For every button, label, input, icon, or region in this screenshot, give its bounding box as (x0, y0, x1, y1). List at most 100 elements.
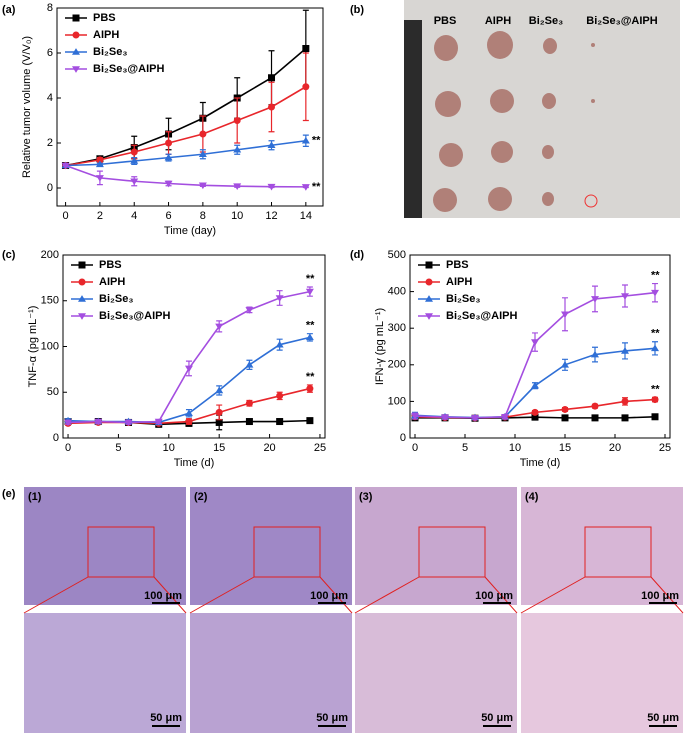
marker (130, 157, 139, 164)
annotation: ** (651, 383, 660, 395)
marker (501, 413, 509, 421)
photo-label: Bi₂Se₃ (529, 15, 563, 27)
marker (233, 183, 242, 191)
marker (198, 182, 207, 190)
marker (233, 117, 241, 124)
x-tick-label: 0 (412, 442, 418, 454)
y-axis-label: TNF-α (pg mL⁻¹) (27, 306, 39, 388)
y-tick-label: 300 (388, 322, 406, 334)
scale-label: 50 μm (316, 712, 348, 724)
histology-image (521, 487, 683, 605)
histology-image (355, 487, 517, 605)
x-tick-label: 15 (559, 442, 571, 454)
marker (591, 350, 599, 358)
legend-label: PBS (99, 259, 122, 271)
annotation: ** (306, 320, 315, 332)
legend-marker (72, 31, 80, 39)
chart: 0 2 4 6 8 0 2 4 6 8 10 12 14 Time (day) Relative tumor… (21, 2, 324, 237)
marker (591, 296, 599, 303)
marker (245, 399, 253, 407)
x-axis-label: Time (day) (164, 225, 216, 237)
scale-label: 100 μm (144, 590, 182, 602)
zoom-line (153, 576, 187, 614)
annotation: ** (312, 135, 321, 147)
zoom-box (87, 526, 155, 578)
marker (651, 396, 659, 404)
marker (561, 360, 569, 368)
legend-marker (425, 313, 433, 320)
x-tick-label: 10 (163, 442, 175, 454)
marker (531, 339, 539, 346)
legend-marker (425, 295, 433, 302)
series-line (65, 164, 306, 188)
x-tick-label: 8 (200, 210, 206, 222)
histology-image (24, 487, 186, 605)
annotation: ** (306, 273, 315, 285)
scale-label: 50 μm (647, 712, 679, 724)
x-tick-label: 0 (63, 210, 69, 222)
scale-label: 100 μm (641, 590, 679, 602)
photo-label: Bi₂Se₃@AIPH (586, 15, 657, 27)
series-line (65, 139, 306, 167)
marker (275, 340, 284, 348)
legend-label: Bi₂Se₃ (99, 293, 133, 305)
x-axis-label: Time (d) (174, 457, 215, 469)
image-label: (2) (194, 491, 208, 503)
marker (164, 153, 173, 161)
y-tick-label: 2 (47, 137, 53, 149)
x-tick-label: 25 (659, 442, 671, 454)
zoom-line (354, 576, 420, 614)
y-tick-label: 400 (388, 286, 406, 298)
zoom-line (23, 576, 89, 614)
legend-marker (425, 261, 433, 269)
legend-label: Bi₂Se₃@AIPH (446, 310, 517, 322)
histology-zoom (521, 613, 683, 733)
y-tick-label: 4 (47, 92, 53, 104)
marker (305, 333, 314, 341)
legend-label: Bi₂Se₃ (446, 293, 480, 305)
legend-marker (425, 278, 433, 286)
legend-marker (72, 48, 80, 55)
marker (184, 365, 193, 373)
marker (301, 184, 310, 191)
marker (165, 139, 173, 147)
plot-frame (409, 254, 671, 439)
marker (301, 136, 310, 144)
marker (61, 162, 70, 170)
marker (275, 295, 284, 302)
marker (164, 180, 173, 188)
panel-label: (d) (350, 249, 364, 261)
y-tick-label: 0 (47, 182, 53, 194)
marker (306, 385, 314, 393)
x-tick-label: 20 (263, 442, 275, 454)
series-line (65, 86, 307, 167)
photo-label: PBS (434, 15, 457, 27)
scale-label: 50 μm (481, 712, 513, 724)
legend-label: PBS (93, 12, 116, 24)
x-tick-label: 5 (462, 442, 468, 454)
marker (198, 150, 207, 158)
x-tick-label: 10 (231, 210, 243, 222)
marker (276, 418, 284, 426)
marker (64, 419, 73, 427)
legend-label: AIPH (446, 276, 472, 288)
image-label: (1) (28, 491, 42, 503)
marker (621, 397, 629, 405)
zoom-box (253, 526, 321, 578)
zoom-box (584, 526, 652, 578)
marker (621, 414, 629, 422)
x-tick-label: 0 (65, 442, 71, 454)
legend-label: AIPH (93, 29, 119, 41)
marker (215, 418, 223, 426)
y-tick-label: 150 (41, 295, 59, 307)
y-tick-label: 100 (41, 340, 59, 352)
annotation: ** (306, 371, 315, 383)
scale-label: 100 μm (310, 590, 348, 602)
legend-marker (72, 14, 80, 22)
x-tick-label: 12 (265, 210, 277, 222)
marker (96, 156, 104, 164)
marker (561, 311, 569, 319)
marker (591, 414, 599, 422)
marker (245, 418, 253, 426)
marker (268, 74, 276, 82)
